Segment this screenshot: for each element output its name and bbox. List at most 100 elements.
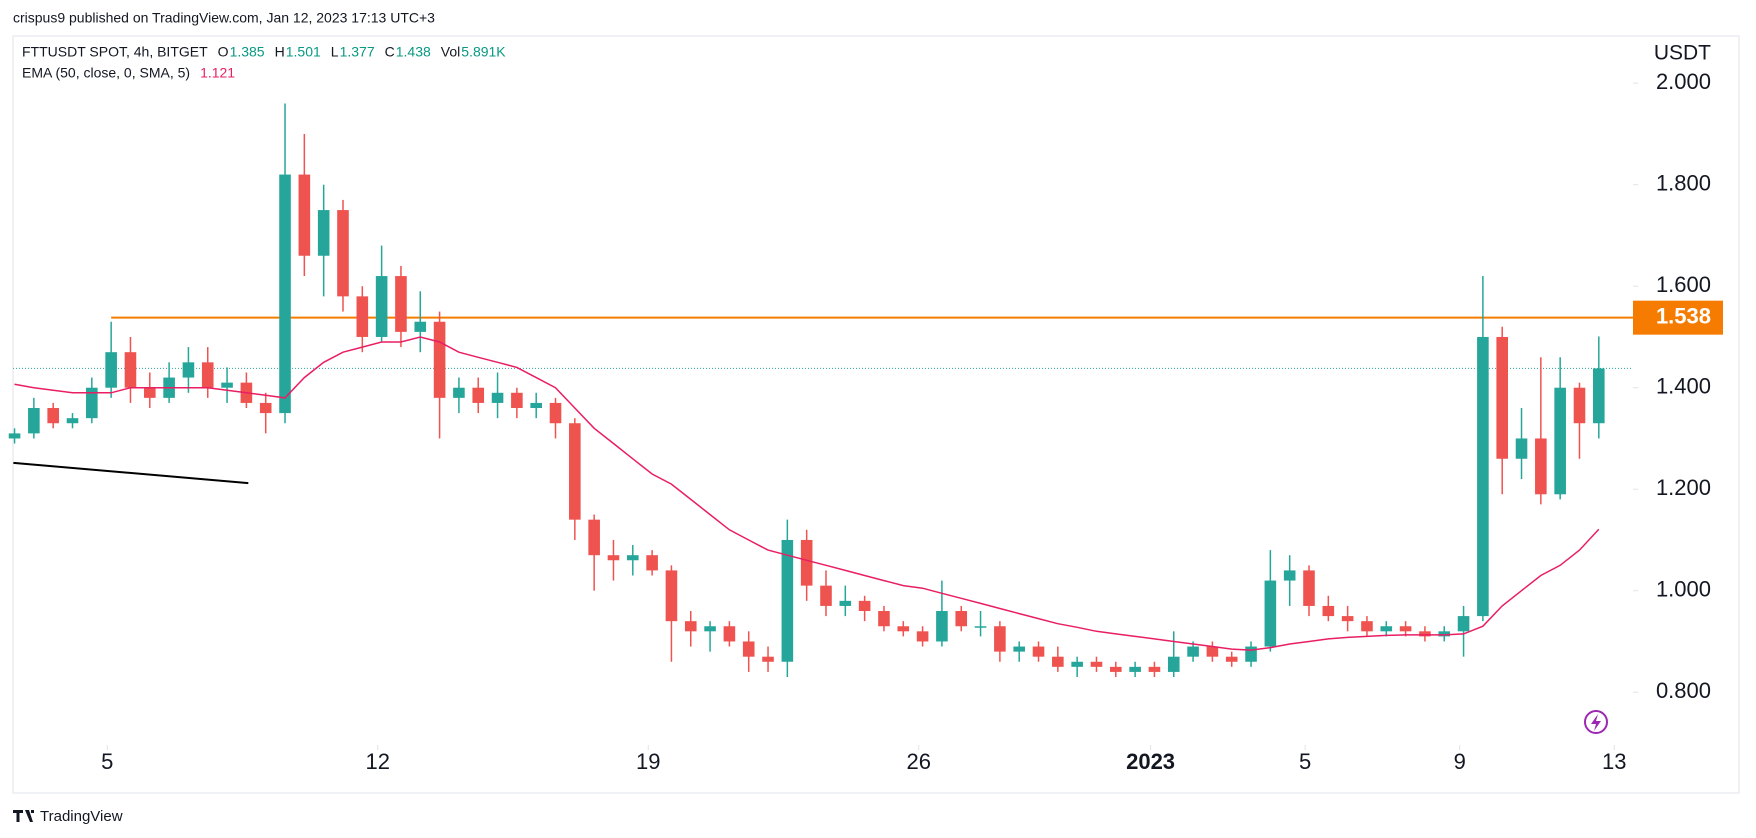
y-tick-label: 0.800 xyxy=(1656,678,1711,703)
candle-body xyxy=(1457,616,1470,632)
ohlc-label: C xyxy=(385,44,395,60)
ohlc-value: 1.501 xyxy=(286,44,321,60)
candle-body xyxy=(800,539,813,586)
candle-body xyxy=(472,387,485,403)
candle-body xyxy=(762,656,774,662)
candle-body xyxy=(897,626,910,632)
ohlc-label: L xyxy=(331,44,339,60)
candle-body xyxy=(182,362,195,378)
x-tick-label: 5 xyxy=(101,749,113,774)
footer-brand: TradingView xyxy=(40,808,123,825)
candle-body xyxy=(1090,661,1103,667)
candle-body xyxy=(279,174,291,414)
candle-body xyxy=(259,402,272,414)
candle-body xyxy=(356,296,369,337)
x-tick-label: 2023 xyxy=(1126,749,1175,774)
candle-body xyxy=(1225,656,1238,662)
footer-logo xyxy=(13,810,34,822)
candle-body xyxy=(839,600,852,606)
x-tick-label: 12 xyxy=(366,749,390,774)
legend: FTTUSDT SPOT, 4h, BITGET O 1.385 H 1.501 L 1.3… xyxy=(22,44,506,81)
candle-body xyxy=(375,276,388,337)
candle-body xyxy=(1380,626,1393,632)
hline-label: 1.538 xyxy=(1656,303,1711,328)
ohlc-value: 1.385 xyxy=(230,44,265,60)
y-tick-label: 1.600 xyxy=(1656,272,1711,297)
publish-info: crispus9 published on TradingView.com, J… xyxy=(13,10,435,26)
indicator-name: EMA (50, close, 0, SMA, 5) xyxy=(22,65,190,81)
candle-body xyxy=(1264,580,1277,647)
symbol: FTTUSDT SPOT, 4h, BITGET xyxy=(22,44,208,60)
ohlc-value: 1.377 xyxy=(340,44,375,60)
candle-body xyxy=(1013,646,1025,652)
x-tick-label: 19 xyxy=(636,749,660,774)
ohlc-value: 5.891K xyxy=(461,44,506,60)
candle-body xyxy=(1206,646,1219,657)
y-tick-label: 1.000 xyxy=(1656,577,1711,602)
candle-body xyxy=(955,611,968,627)
candle-body xyxy=(201,362,214,388)
lightning-icon xyxy=(1584,710,1608,734)
candle-body xyxy=(317,210,330,256)
candle-body xyxy=(742,641,755,657)
candle-body xyxy=(1052,656,1064,667)
candle-body xyxy=(1071,661,1083,667)
candle-body xyxy=(414,321,427,332)
candle-body xyxy=(1419,631,1431,637)
candle-body xyxy=(1593,368,1605,424)
candle-body xyxy=(646,555,658,571)
candle-body xyxy=(704,626,716,632)
y-tick-label: 1.800 xyxy=(1656,171,1711,196)
candle-body xyxy=(1110,666,1122,672)
candle-body xyxy=(1399,626,1412,632)
candle-body xyxy=(221,382,233,388)
ohlc-label: H xyxy=(275,44,285,60)
x-tick-label: 9 xyxy=(1454,749,1466,774)
candle-body xyxy=(433,321,446,398)
candle-body xyxy=(66,418,79,424)
candle-body xyxy=(1303,570,1315,606)
candle-body xyxy=(723,626,736,642)
candle-body xyxy=(588,519,600,556)
hline-label-box xyxy=(1633,300,1723,335)
candle-body xyxy=(1245,646,1257,662)
chart-frame xyxy=(12,35,1740,794)
candle-body xyxy=(1148,666,1161,672)
y-tick-label: 2.000 xyxy=(1656,69,1711,94)
candle-body xyxy=(8,433,21,439)
candle-body xyxy=(936,611,948,642)
candle-body xyxy=(781,539,794,662)
candle-body xyxy=(1167,656,1180,672)
candle-body xyxy=(453,387,465,398)
candle-body xyxy=(1573,387,1586,424)
candle-body xyxy=(395,276,407,332)
candle-body xyxy=(916,631,929,642)
candle-body xyxy=(124,352,137,388)
candle-body xyxy=(1554,387,1566,495)
candle-body xyxy=(1477,336,1489,617)
candle-body xyxy=(1438,631,1451,637)
candle-body xyxy=(878,611,890,627)
y-tick-label: 1.200 xyxy=(1656,475,1711,500)
candle-body xyxy=(511,392,523,409)
candle-body xyxy=(143,387,156,398)
candle-body xyxy=(47,408,59,424)
ohlc-label: O xyxy=(218,44,229,60)
candle-body xyxy=(626,555,639,561)
indicator-value: 1.121 xyxy=(200,65,235,81)
ohlc-value: 1.438 xyxy=(396,44,431,60)
candle-body xyxy=(994,626,1006,652)
candle-body xyxy=(1535,438,1547,495)
candle-body xyxy=(1341,616,1354,622)
candle-body xyxy=(1283,570,1296,581)
candle-body xyxy=(1187,646,1199,657)
candle-body xyxy=(28,408,40,434)
candle-body xyxy=(974,626,987,628)
candle-body xyxy=(337,210,349,297)
candle-body xyxy=(1515,438,1528,459)
candle-body xyxy=(1032,646,1045,657)
candle-body xyxy=(1496,336,1508,459)
currency: USDT xyxy=(1654,42,1711,65)
candle-body xyxy=(549,402,562,424)
